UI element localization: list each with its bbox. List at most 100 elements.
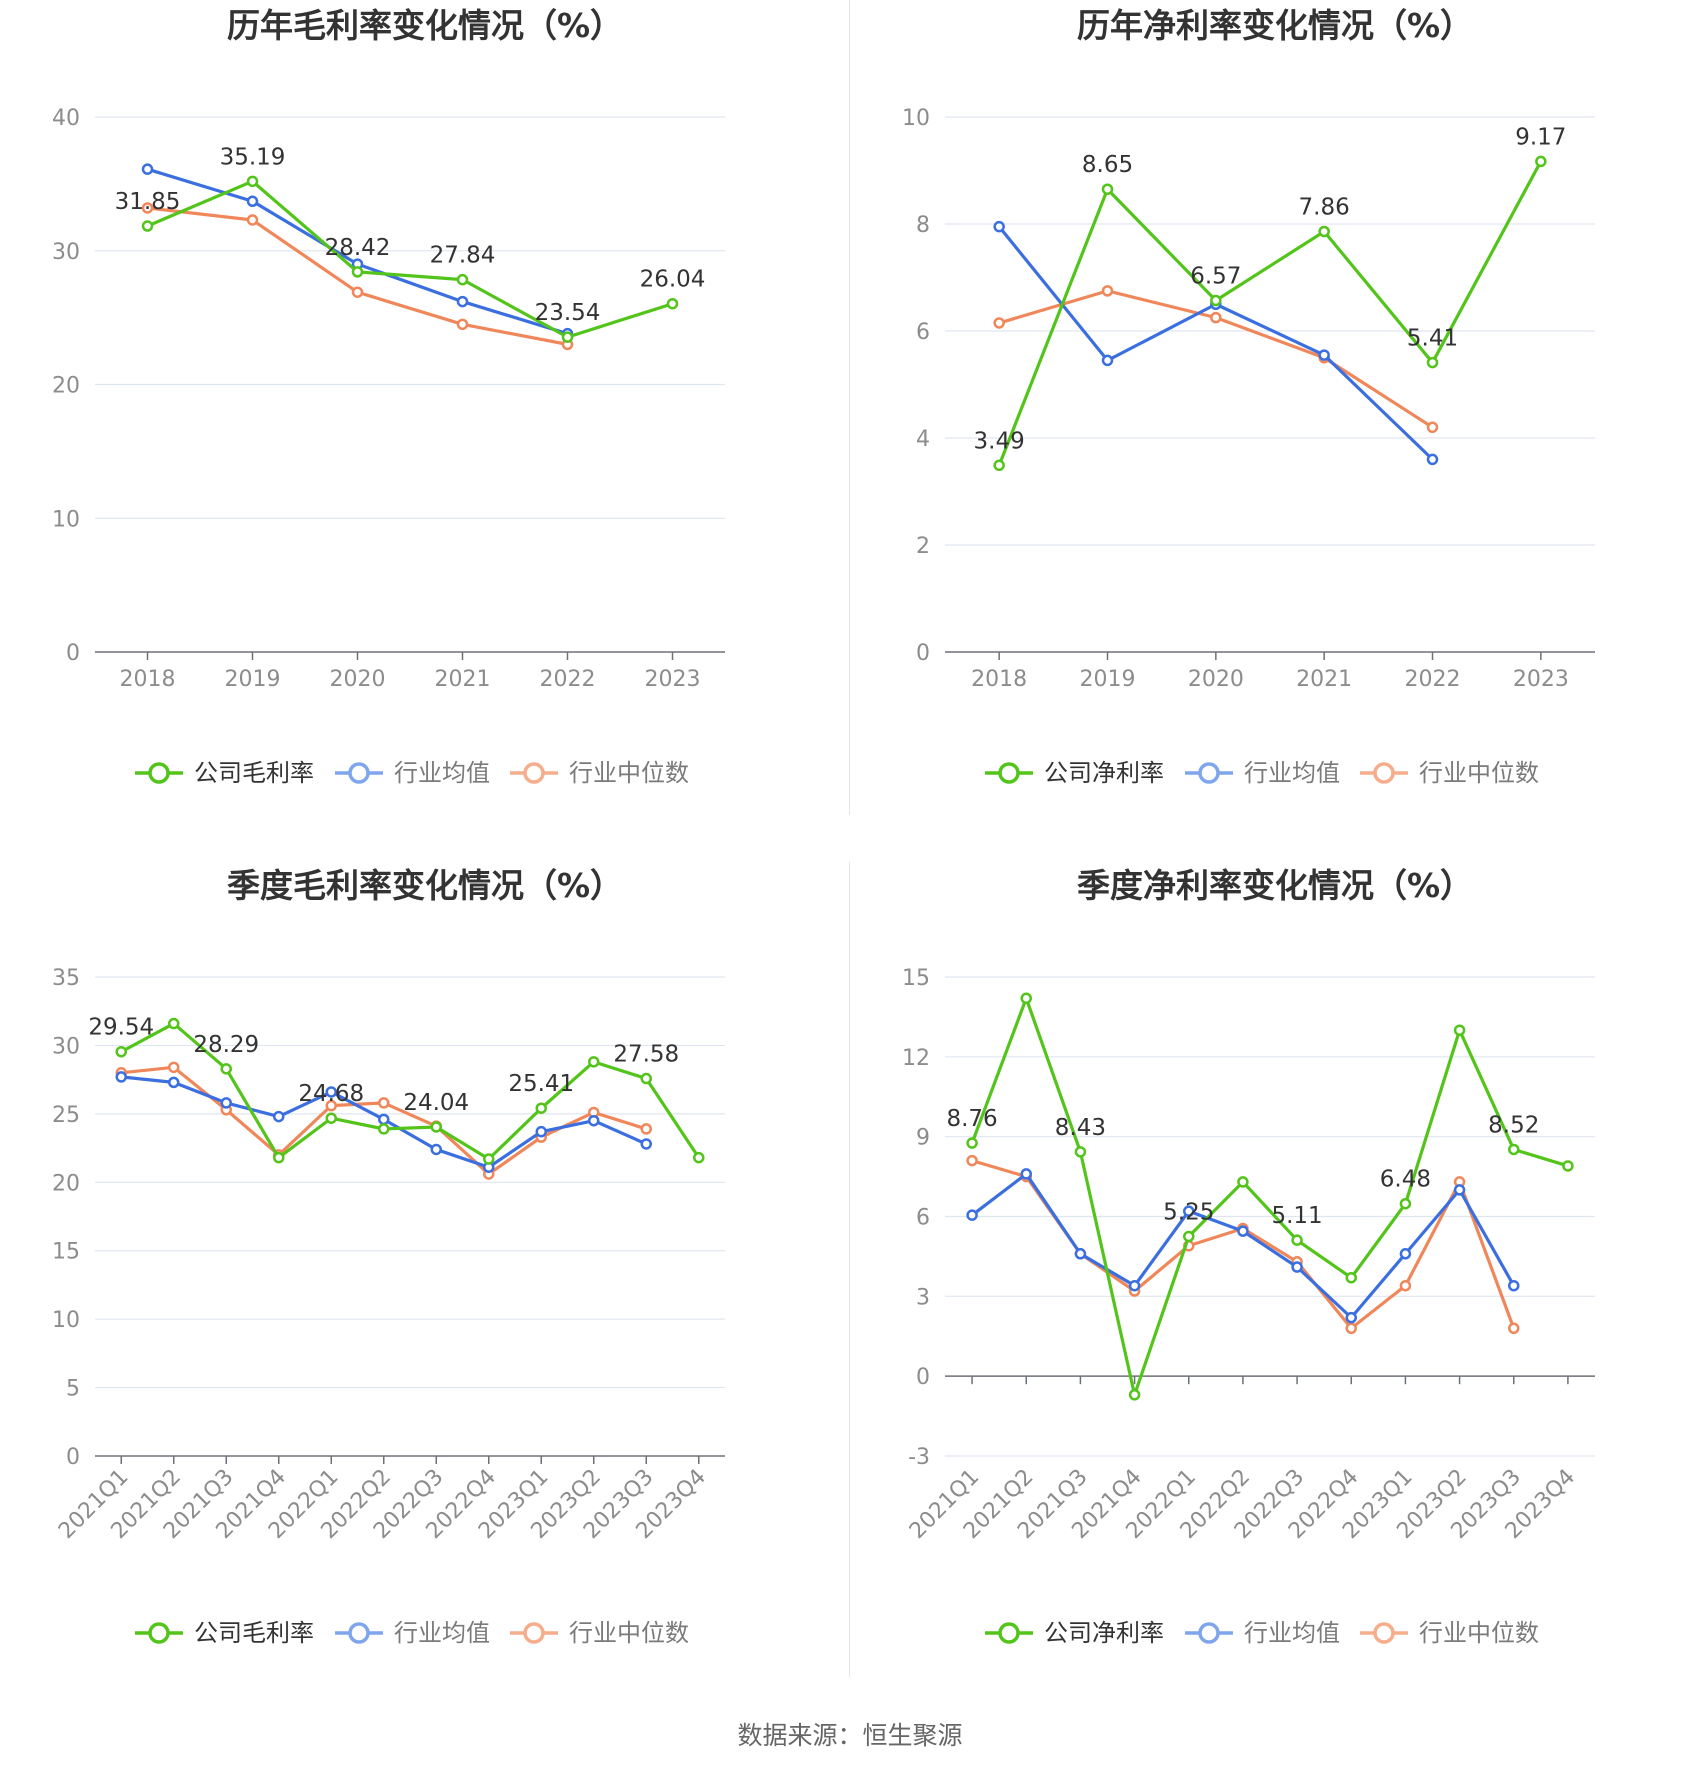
data-point-company [993, 459, 1005, 472]
data-label: 28.42 [325, 235, 391, 261]
data-label: 23.54 [535, 300, 601, 326]
data-point-industry-median [1399, 1279, 1412, 1292]
y-tick-label: 10 [52, 507, 80, 532]
data-label: 5.41 [1407, 326, 1458, 352]
legend-marker-industry-avg [1198, 1622, 1220, 1644]
data-point-company [1101, 183, 1114, 195]
chart-svg: 季度净利率变化情况（%）-3036912152021Q12021Q22021Q3… [902, 866, 1595, 1647]
data-point-industry-median [993, 317, 1005, 329]
data-point-industry-avg [456, 295, 469, 308]
data-point-industry-avg [325, 1086, 337, 1098]
legend-marker-industry-avg [348, 762, 370, 784]
series-line-industry-median [998, 289, 1434, 429]
legend-label-industry-avg: 行业均值 [1244, 1619, 1340, 1647]
legend-marker-company [998, 762, 1020, 784]
data-point-industry-median [351, 286, 364, 298]
data-point-industry-avg [1101, 354, 1114, 367]
data-label: 7.86 [1299, 194, 1350, 220]
data-label: 28.29 [193, 1032, 259, 1058]
y-tick-label: 0 [916, 641, 930, 666]
data-point-industry-avg [993, 220, 1005, 233]
data-point-company [1128, 1389, 1141, 1401]
legend-marker-industry-avg [1198, 762, 1220, 784]
chart-title: 历年净利率变化情况（%） [1077, 6, 1473, 45]
y-tick-label: 2 [916, 534, 930, 559]
chart-annual-gross-margin: 历年毛利率变化情况（%） 0 10 20 30 40 2018 2019 2020 2021 202… [0, 0, 850, 860]
data-label: 9.17 [1515, 124, 1566, 150]
y-tick-label: 0 [66, 641, 80, 666]
series-line-company [997, 160, 1543, 466]
y-tick-label: 30 [52, 240, 80, 265]
data-label: 27.84 [430, 243, 496, 269]
x-tick-label: 2018 [120, 667, 176, 692]
x-tick-label: 2023 [645, 667, 701, 692]
data-point-industry-avg [1426, 453, 1439, 466]
data-label: 3.49 [974, 428, 1025, 454]
x-tick-label: 2021 [435, 667, 491, 692]
data-label: 35.19 [220, 144, 286, 170]
legend-marker-industry-median [523, 762, 545, 784]
y-tick-label: 40 [52, 106, 80, 131]
chart-title: 历年毛利率变化情况（%） [227, 6, 623, 45]
data-point-industry-avg [966, 1209, 978, 1221]
data-point-industry-median [456, 318, 469, 331]
data-point-company [1210, 294, 1222, 307]
y-tick-label: 25 [52, 1103, 80, 1128]
series-line-company [970, 996, 1569, 1397]
data-source: 数据来源：恒生聚源 [737, 1721, 963, 1750]
data-point-company [1508, 1143, 1520, 1156]
data-point-industry-median [168, 1061, 180, 1074]
data-point-company [141, 220, 154, 232]
data-point-industry-avg [273, 1110, 285, 1123]
data-point-company [220, 1063, 232, 1075]
data-point-company [966, 1137, 978, 1149]
data-point-industry-avg [535, 1125, 547, 1138]
data-point-industry-avg [1453, 1184, 1466, 1196]
data-point-industry-avg [1291, 1261, 1303, 1273]
data-point-industry-median [246, 214, 259, 226]
y-tick-label: 30 [52, 1034, 80, 1059]
data-point-industry-avg [1237, 1225, 1249, 1237]
data-point-industry-median [640, 1123, 652, 1135]
y-tick-label: 15 [902, 966, 930, 991]
legend-label-company: 公司毛利率 [194, 759, 314, 787]
chart-svg: 历年净利率变化情况（%） 0 2 4 6 8 10 2018 2019 2020 2021 2022 2… [902, 6, 1595, 787]
data-point-industry-avg [378, 1113, 390, 1126]
data-point-industry-avg [1399, 1248, 1412, 1260]
x-tick-label: 2018 [971, 667, 1027, 692]
data-point-company [1183, 1230, 1195, 1243]
y-tick-label: 6 [916, 320, 930, 345]
x-tick-label: 2021 [1296, 667, 1352, 692]
data-point-company [561, 331, 574, 343]
series-line-industry-avg [997, 225, 1434, 461]
data-label: 24.68 [298, 1081, 364, 1107]
data-point-industry-median [1426, 421, 1439, 434]
data-point-company [535, 1102, 547, 1114]
data-point-company [273, 1151, 285, 1164]
y-tick-label: 5 [66, 1377, 80, 1402]
y-tick-label: 0 [66, 1445, 80, 1470]
legend-label-industry-avg: 行业均值 [394, 1619, 490, 1647]
x-tick-label: 2020 [330, 667, 386, 692]
data-point-company [1535, 155, 1547, 168]
data-point-industry-avg [220, 1097, 232, 1109]
y-tick-label: 20 [52, 374, 80, 399]
data-point-industry-median [1345, 1322, 1357, 1335]
y-tick-label: 8 [916, 213, 930, 238]
data-point-industry-median [1101, 285, 1114, 297]
legend-marker-company [148, 762, 170, 784]
data-point-company [430, 1121, 442, 1133]
x-tick-label: 2023 [1513, 667, 1569, 692]
y-tick-label: 0 [916, 1365, 930, 1390]
y-tick-label: 15 [52, 1240, 80, 1265]
series-line-company [120, 1021, 701, 1161]
data-label: 25.41 [508, 1071, 574, 1097]
data-label: 8.52 [1488, 1112, 1539, 1138]
data-point-company [115, 1045, 127, 1058]
data-label: 31.85 [115, 189, 181, 215]
data-label: 8.43 [1055, 1115, 1106, 1141]
data-point-company [1562, 1160, 1574, 1172]
x-tick-label: 2022 [1405, 667, 1461, 692]
data-point-industry-avg [168, 1076, 180, 1089]
data-label: 8.76 [946, 1106, 997, 1132]
